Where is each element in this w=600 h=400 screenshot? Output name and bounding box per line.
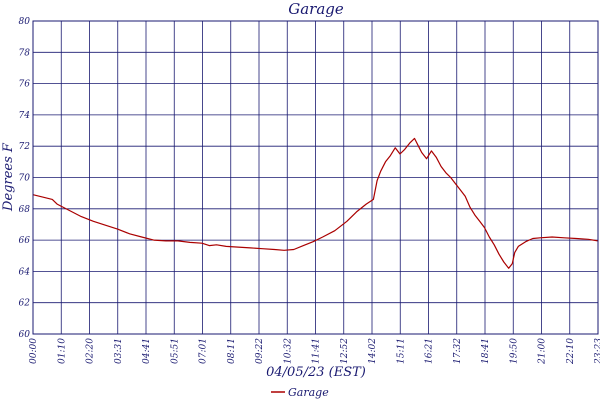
y-tick-label: 76 [19,80,31,90]
x-axis-label: 04/05/23 (EST) [266,365,366,380]
y-tick-label: 66 [19,236,31,246]
y-tick-label: 70 [19,174,31,184]
y-tick-labels: 60 62 64 66 68 70 72 74 76 78 80 [19,17,31,340]
x-tick-label: 09:22 [255,338,265,364]
y-tick-label: 80 [19,17,31,27]
y-tick-label: 74 [19,111,31,121]
y-tick-label: 68 [19,205,31,215]
y-tick-label: 64 [19,267,31,277]
series-group [32,137,599,269]
x-tick-label: 17:32 [453,338,463,364]
legend-label: Garage [288,386,329,399]
y-axis-label: Degrees F [1,142,16,212]
x-tick-label: 23:23 [594,338,600,365]
y-tick-label: 60 [19,330,31,340]
x-tick-label: 08:11 [227,338,237,364]
x-tick-label: 01:10 [57,338,67,364]
x-tick-label: 05:51 [170,338,180,364]
x-tick-label: 19:50 [509,338,519,364]
x-tick-label: 16:21 [425,338,435,364]
x-tick-label: 11:41 [312,338,322,364]
y-tick-label: 72 [19,142,31,152]
legend: Garage [271,386,329,399]
x-tick-label: 21:00 [538,338,548,365]
grid-lines [32,20,599,335]
x-tick-label: 14:02 [368,338,378,364]
x-tick-label: 03:31 [114,338,124,364]
x-tick-label: 07:01 [199,338,209,364]
chart-title: Garage [288,0,344,18]
plot-border [32,20,599,335]
x-tick-label: 15:11 [396,338,406,364]
series-line-garage [32,137,599,269]
x-tick-labels: 00:00 01:10 02:20 03:31 04:41 05:51 07:01 08:11… [29,338,600,365]
x-tick-label: 12:52 [340,338,350,364]
x-tick-label: 00:00 [29,338,39,364]
y-tick-label: 62 [19,299,31,309]
x-tick-label: 18:41 [481,338,491,364]
x-tick-label: 22:10 [566,338,576,365]
x-tick-label: 04:41 [142,338,152,364]
y-tick-label: 78 [19,48,31,58]
x-tick-label: 02:20 [86,338,96,364]
x-tick-label: 10:32 [283,338,293,364]
